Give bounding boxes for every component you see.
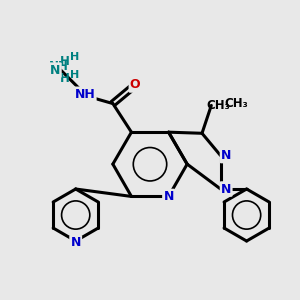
Text: H: H [70, 70, 80, 80]
Text: O: O [130, 79, 140, 92]
Text: N: N [70, 236, 81, 249]
Text: N: N [50, 64, 60, 76]
Text: N: N [164, 190, 174, 203]
Text: N: N [70, 236, 81, 249]
Text: H: H [60, 72, 70, 85]
Text: O: O [130, 79, 140, 92]
Text: N: N [221, 182, 231, 196]
Text: CH₃: CH₃ [207, 99, 231, 112]
Text: H: H [60, 56, 70, 68]
Text: NH: NH [75, 88, 95, 101]
Text: CH₃: CH₃ [224, 97, 248, 110]
Text: N: N [221, 149, 231, 162]
Text: N: N [221, 149, 231, 162]
Text: N: N [221, 182, 231, 196]
Text: H: H [70, 52, 80, 62]
Text: NH: NH [75, 88, 95, 101]
Text: NH: NH [49, 60, 69, 73]
Text: N: N [164, 190, 174, 203]
